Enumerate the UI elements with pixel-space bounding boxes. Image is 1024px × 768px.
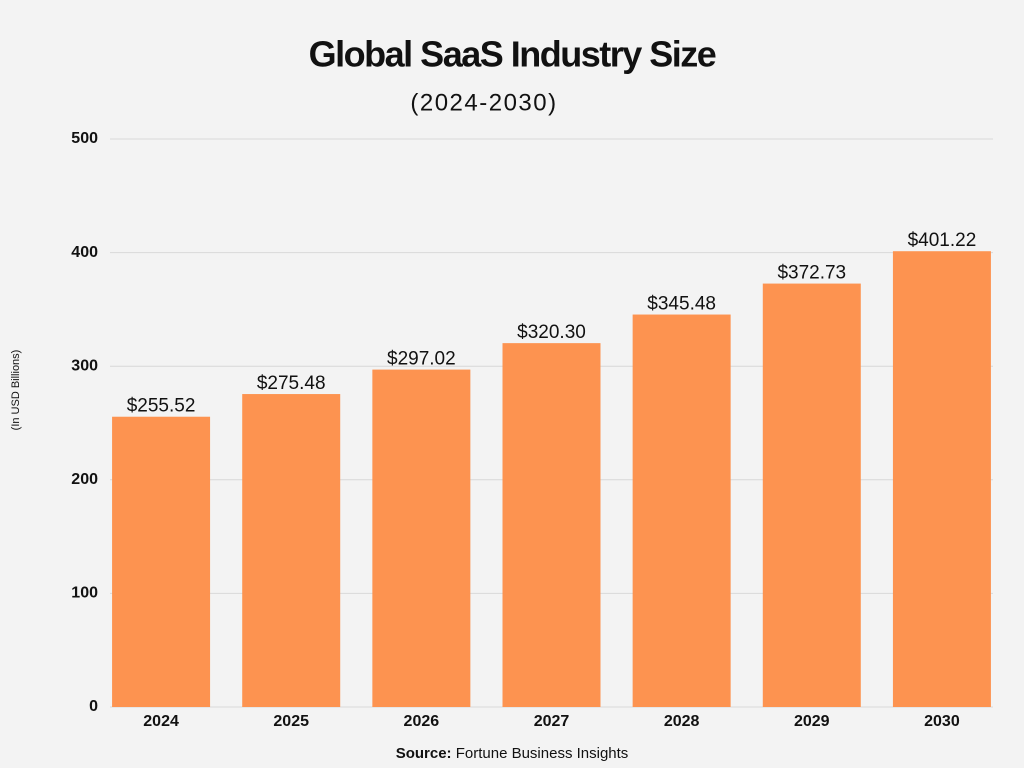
- x-tick-label: 2025: [273, 713, 309, 730]
- value-label: $255.52: [127, 396, 196, 417]
- source-text: Fortune Business Insights: [456, 745, 629, 762]
- y-tick-label: 300: [71, 357, 98, 374]
- x-tick-label: 2029: [794, 713, 830, 730]
- x-tick-label: 2030: [924, 713, 960, 730]
- bar: [372, 369, 471, 707]
- source: Source: Fortune Business Insights: [396, 745, 629, 762]
- x-tick-label: 2028: [664, 713, 700, 730]
- y-tick-label: 200: [71, 471, 98, 488]
- chart-subtitle: (2024-2030): [410, 89, 557, 116]
- bar: [502, 343, 601, 707]
- x-tick-label: 2026: [404, 713, 440, 730]
- y-tick-label: 0: [89, 698, 98, 715]
- y-tick-label: 400: [71, 244, 98, 261]
- bar: [632, 314, 731, 707]
- x-tick-label: 2024: [143, 713, 179, 730]
- bar: [892, 251, 991, 707]
- chart-title: Global SaaS Industry Size: [309, 34, 716, 75]
- bar: [112, 416, 211, 707]
- y-tick-label: 500: [71, 130, 98, 147]
- value-label: $372.73: [777, 263, 846, 284]
- bar: [242, 394, 341, 707]
- bar: [762, 283, 861, 707]
- y-tick-label: 100: [71, 585, 98, 602]
- x-tick-label: 2027: [534, 713, 570, 730]
- value-label: $297.02: [387, 349, 456, 370]
- y-axis-label: (In USD Billions): [10, 350, 22, 431]
- value-label: $401.22: [908, 230, 977, 251]
- source-label: Source:: [396, 745, 452, 762]
- value-label: $345.48: [647, 294, 716, 315]
- value-label: $275.48: [257, 373, 326, 394]
- value-label: $320.30: [517, 322, 586, 343]
